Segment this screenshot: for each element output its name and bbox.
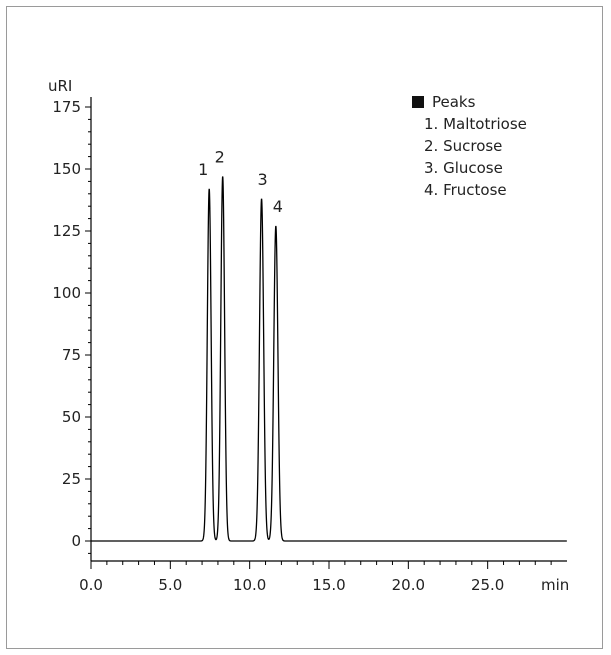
peak-label: 1 [198, 160, 208, 179]
y-tick-label: 125 [52, 222, 81, 240]
peak-label: 4 [273, 197, 283, 216]
y-tick-label: 50 [62, 408, 81, 426]
y-axis-label: uRI [48, 77, 72, 95]
y-tick-label: 75 [62, 346, 81, 364]
y-tick-label: 175 [52, 98, 81, 116]
legend-item: 2. Sucrose [424, 137, 502, 155]
y-tick-label: 150 [52, 160, 81, 178]
x-tick-label: 10.0 [233, 576, 266, 594]
chart-frame [6, 6, 603, 649]
legend-item: 3. Glucose [424, 159, 503, 177]
x-tick-label: 5.0 [158, 576, 182, 594]
x-tick-label: 15.0 [312, 576, 345, 594]
peak-label: 3 [257, 170, 267, 189]
y-tick-label: 0 [71, 532, 81, 550]
y-tick-label: 25 [62, 470, 81, 488]
legend-title: Peaks [432, 93, 476, 111]
x-tick-label: 20.0 [392, 576, 425, 594]
x-axis-label: min [541, 576, 569, 594]
chromatogram-trace [91, 176, 567, 542]
y-tick-label: 100 [52, 284, 81, 302]
legend-item: 4. Fructose [424, 181, 507, 199]
legend-item: 1. Maltotriose [424, 115, 527, 133]
x-tick-label: 0.0 [79, 576, 103, 594]
peak-label: 2 [215, 147, 225, 166]
legend-square-icon [412, 96, 424, 108]
x-tick-label: 25.0 [471, 576, 504, 594]
